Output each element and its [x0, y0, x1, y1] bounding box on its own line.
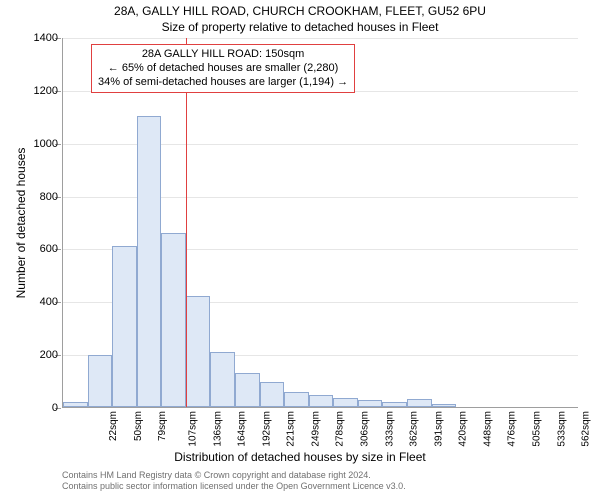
callout-line: 28A GALLY HILL ROAD: 150sqm — [98, 48, 348, 62]
y-tick-label: 1400 — [34, 32, 58, 44]
histogram-bar — [210, 352, 235, 408]
attribution: Contains HM Land Registry data © Crown c… — [62, 470, 406, 493]
attribution-line-2: Contains public sector information licen… — [62, 481, 406, 492]
x-tick-label: 391sqm — [433, 411, 444, 447]
x-tick-label: 278sqm — [335, 411, 346, 447]
histogram-bar — [137, 116, 162, 407]
histogram-bar — [260, 382, 285, 407]
x-tick-label: 476sqm — [507, 411, 518, 447]
x-tick-label: 22sqm — [108, 411, 119, 441]
histogram-bar — [407, 399, 432, 407]
x-tick-label: 362sqm — [409, 411, 420, 447]
histogram-bar — [235, 373, 260, 407]
x-axis-title: Distribution of detached houses by size … — [0, 450, 600, 464]
x-tick-label: 79sqm — [157, 411, 168, 441]
histogram-bar — [186, 296, 211, 407]
x-tick-label: 306sqm — [360, 411, 371, 447]
y-tick-label: 400 — [40, 296, 58, 308]
x-tick-label: 562sqm — [581, 411, 592, 447]
histogram-bar — [382, 402, 407, 407]
reference-line — [186, 38, 187, 407]
x-tick-label: 164sqm — [237, 411, 248, 447]
grid-line — [63, 38, 578, 39]
x-tick-label: 136sqm — [212, 411, 223, 447]
x-tick-label: 533sqm — [556, 411, 567, 447]
histogram-bar — [333, 398, 358, 407]
attribution-line-1: Contains HM Land Registry data © Crown c… — [62, 470, 406, 481]
x-tick-label: 505sqm — [532, 411, 543, 447]
histogram-bar — [309, 395, 334, 407]
y-tick-label: 1000 — [34, 138, 58, 150]
y-tick-label: 600 — [40, 243, 58, 255]
chart-container: 28A, GALLY HILL ROAD, CHURCH CROOKHAM, F… — [0, 0, 600, 500]
y-tick-label: 200 — [40, 349, 58, 361]
histogram-bar — [284, 392, 309, 407]
chart-subtitle: Size of property relative to detached ho… — [0, 20, 600, 34]
x-tick-label: 249sqm — [310, 411, 321, 447]
x-tick-label: 333sqm — [384, 411, 395, 447]
reference-callout: 28A GALLY HILL ROAD: 150sqm← 65% of deta… — [91, 44, 355, 93]
histogram-bar — [88, 355, 113, 407]
x-tick-label: 420sqm — [458, 411, 469, 447]
y-tick-label: 0 — [52, 402, 58, 414]
histogram-bar — [63, 402, 88, 407]
histogram-bar — [161, 233, 186, 407]
x-tick-label: 221sqm — [286, 411, 297, 447]
x-tick-label: 50sqm — [133, 411, 144, 441]
x-tick-label: 448sqm — [482, 411, 493, 447]
histogram-bar — [432, 404, 457, 407]
callout-line: 34% of semi-detached houses are larger (… — [98, 76, 348, 90]
y-tick-label: 800 — [40, 191, 58, 203]
histogram-bar — [112, 246, 137, 407]
x-tick-label: 107sqm — [188, 411, 199, 447]
plot-area: 28A GALLY HILL ROAD: 150sqm← 65% of deta… — [62, 38, 578, 408]
x-tick-label: 192sqm — [261, 411, 272, 447]
histogram-bar — [358, 400, 383, 407]
y-tick-label: 1200 — [34, 85, 58, 97]
callout-line: ← 65% of detached houses are smaller (2,… — [98, 62, 348, 76]
chart-title: 28A, GALLY HILL ROAD, CHURCH CROOKHAM, F… — [0, 4, 600, 18]
